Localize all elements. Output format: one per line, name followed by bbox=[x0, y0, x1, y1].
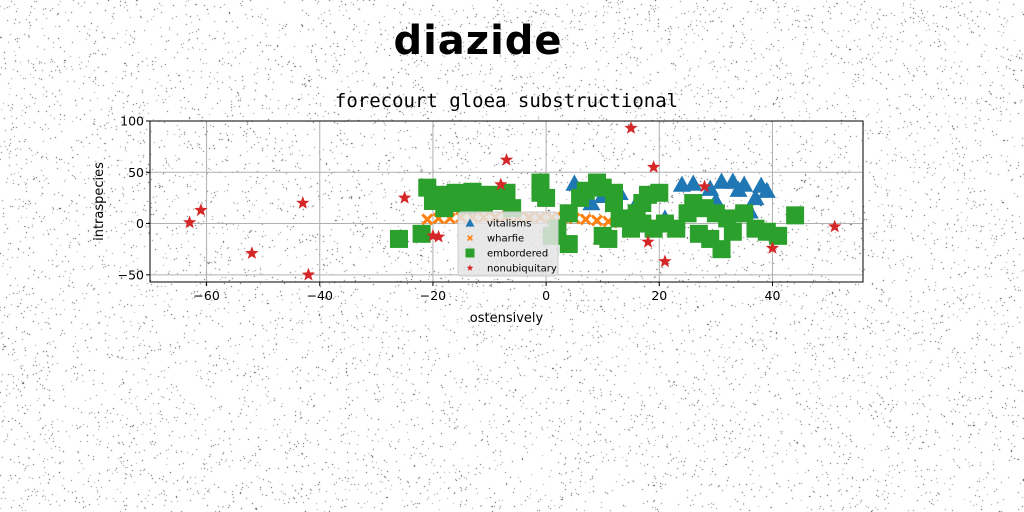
embordered-point bbox=[605, 194, 624, 213]
vitalisms-point bbox=[757, 181, 776, 198]
embordered-point bbox=[559, 204, 578, 223]
wharfie-point bbox=[591, 214, 603, 227]
embordered-point bbox=[723, 222, 742, 241]
embordered-point bbox=[537, 188, 556, 207]
nonubiquitary-point bbox=[647, 160, 661, 173]
nonubiquitary-point bbox=[494, 177, 508, 191]
x-tick-label: 0 bbox=[542, 288, 550, 303]
nonubiquitary-point bbox=[499, 153, 514, 166]
nonubiquitary-point bbox=[431, 229, 446, 243]
plot-frame bbox=[149, 120, 864, 283]
nonubiquitary-point bbox=[641, 235, 655, 248]
embordered-point bbox=[712, 240, 731, 259]
wharfie-point bbox=[579, 213, 592, 226]
legend-marker-wharfie bbox=[467, 235, 473, 241]
x-axis-label: ostensively bbox=[470, 311, 544, 326]
legend-label: vitalisms bbox=[487, 219, 531, 230]
y-tick-label: −50 bbox=[118, 267, 144, 282]
nonubiquitary-point bbox=[697, 179, 712, 193]
nonubiquitary-point bbox=[301, 267, 316, 281]
vitalisms-point bbox=[701, 179, 720, 196]
x-tick-label: −20 bbox=[420, 288, 446, 303]
legend-marker-vitalisms bbox=[465, 218, 475, 227]
embordered-point bbox=[599, 229, 618, 248]
embordered-point bbox=[412, 224, 431, 243]
x-tick-label: −60 bbox=[193, 288, 219, 303]
nonubiquitary-point bbox=[828, 219, 842, 233]
vitalisms-point bbox=[684, 174, 703, 191]
embordered-point bbox=[389, 229, 408, 248]
embordered-point bbox=[735, 204, 754, 223]
axis-ticks: −60 −40 −20 0 20 40 −50 0 50 100 bbox=[118, 114, 781, 304]
data-points bbox=[183, 121, 842, 281]
nonubiquitary-point bbox=[765, 241, 780, 254]
legend-marker-embordered bbox=[465, 248, 475, 258]
nonubiquitary-point bbox=[624, 121, 638, 134]
page-title: diazide bbox=[393, 18, 563, 64]
y-tick-label: 0 bbox=[136, 216, 144, 231]
x-tick-label: 20 bbox=[651, 288, 667, 303]
legend-label: nonubiquitary bbox=[487, 264, 557, 275]
vitalisms-point bbox=[712, 172, 731, 189]
y-axis-label: intraspecies bbox=[92, 162, 107, 241]
nonubiquitary-point bbox=[183, 215, 197, 229]
legend-marker-nonubiquitary bbox=[466, 264, 474, 271]
nonubiquitary-point bbox=[296, 196, 310, 209]
nonubiquitary-point bbox=[398, 190, 412, 204]
embordered-point bbox=[786, 206, 805, 225]
wharfie-point bbox=[421, 213, 434, 226]
embordered-point bbox=[497, 183, 516, 202]
y-tick-label: 50 bbox=[128, 165, 144, 180]
legend-label: embordered bbox=[487, 249, 548, 260]
legend: vitalisms wharfie embordered nonubiquitary bbox=[457, 211, 559, 277]
embordered-point bbox=[559, 235, 578, 254]
vitalisms-point bbox=[735, 175, 754, 192]
embordered-point bbox=[667, 219, 686, 238]
nonubiquitary-point bbox=[194, 203, 208, 216]
y-tick-label: 100 bbox=[120, 114, 144, 129]
x-tick-label: −40 bbox=[307, 288, 333, 303]
chart-title: forecourt gloea substructional bbox=[334, 90, 679, 112]
embordered-point bbox=[650, 183, 669, 202]
nonubiquitary-point bbox=[658, 254, 672, 268]
nonubiquitary-point bbox=[245, 246, 259, 259]
legend-box bbox=[457, 211, 559, 277]
vitalisms-point bbox=[746, 188, 765, 206]
legend-label: wharfie bbox=[487, 234, 524, 245]
embordered-point bbox=[769, 226, 788, 245]
x-tick-label: 40 bbox=[765, 288, 781, 303]
